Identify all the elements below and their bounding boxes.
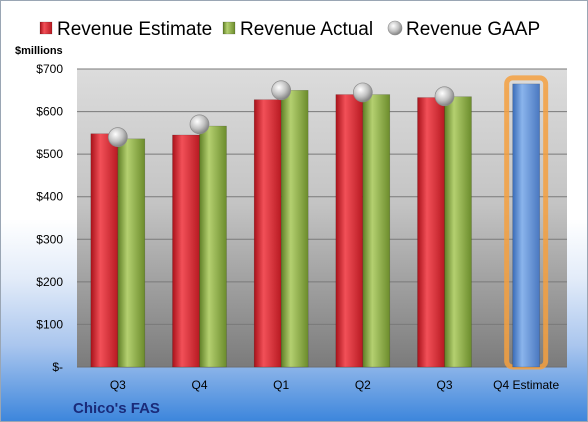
y-tick-label: $200	[36, 275, 63, 289]
bar-revenue-estimate	[253, 99, 282, 368]
y-tick-label: $500	[36, 147, 63, 161]
y-tick-label: $300	[36, 232, 63, 246]
x-tick-q2: Q2	[355, 378, 371, 392]
bar-revenue-actual	[199, 125, 227, 368]
y-tick-label: $700	[36, 62, 63, 76]
gridlines	[77, 68, 567, 368]
legend-swatch-revenue-gaap	[387, 20, 403, 36]
y-axis-unit-label: $millions	[15, 45, 63, 57]
y-axis-ticks: $- $100 $200 $300 $400 $500 $600 $700	[36, 62, 63, 374]
marker-revenue-gaap	[352, 82, 373, 103]
marker-revenue-gaap	[107, 127, 128, 147]
bar-revenue-actual	[362, 94, 391, 368]
company-label: Chico's FAS	[73, 400, 160, 417]
bar-revenue-estimate	[335, 94, 364, 368]
x-tick-q4: Q4	[191, 378, 207, 392]
marker-revenue-gaap	[271, 80, 292, 101]
chart-legend: Revenue Estimate Revenue Actual Revenue GA…	[39, 19, 540, 40]
legend-label-revenue-actual: Revenue Actual	[240, 19, 373, 40]
x-tick-q3: Q3	[110, 378, 126, 392]
bar-revenue-actual	[117, 138, 146, 368]
bars-group	[90, 75, 549, 370]
plot-area	[77, 69, 567, 367]
x-tick-q4-estimate: Q4 Estimate	[493, 378, 559, 392]
x-tick-q1: Q1	[273, 378, 289, 392]
y-tick-label: $-	[52, 360, 63, 374]
bar-q4-estimate	[512, 83, 540, 368]
legend-label-revenue-estimate: Revenue Estimate	[57, 19, 212, 40]
y-tick-label: $100	[36, 317, 63, 331]
x-axis-ticks: Q3 Q4 Q1 Q2 Q3 Q4 Estimate	[110, 378, 560, 392]
legend-swatch-revenue-estimate	[39, 21, 53, 35]
bar-revenue-estimate	[172, 134, 200, 368]
marker-revenue-gaap	[434, 86, 455, 107]
bar-revenue-estimate	[90, 133, 119, 368]
bar-revenue-estimate	[417, 97, 445, 368]
x-tick-q3: Q3	[436, 378, 452, 392]
bar-revenue-actual	[280, 90, 309, 368]
marker-revenue-gaap	[189, 114, 210, 135]
legend-swatch-revenue-actual	[222, 21, 236, 35]
bar-revenue-actual	[444, 96, 472, 368]
y-tick-label: $400	[36, 190, 63, 204]
legend-label-revenue-gaap: Revenue GAAP	[406, 19, 540, 40]
y-tick-label: $600	[36, 105, 63, 119]
